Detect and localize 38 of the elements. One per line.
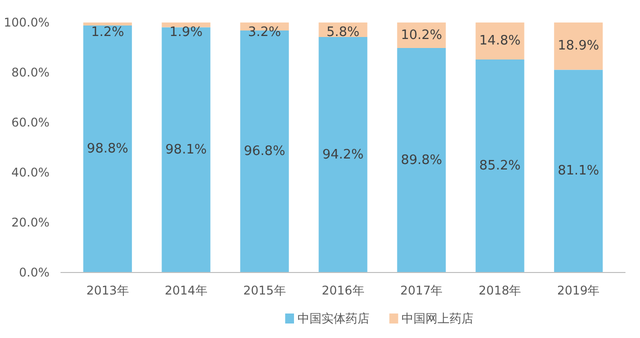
data-label: 94.2% — [322, 147, 364, 162]
bar — [162, 22, 210, 28]
bar — [476, 22, 524, 60]
y-tick-label: 80.0% — [11, 66, 50, 80]
data-label: 10.2% — [400, 28, 442, 43]
y-tick-label: 60.0% — [11, 116, 50, 130]
y-tick-label: 20.0% — [11, 216, 50, 230]
data-label: 85.2% — [479, 158, 521, 174]
legend-label: 中国实体药店 — [298, 312, 370, 326]
y-tick-label: 40.0% — [11, 166, 50, 180]
bar — [397, 48, 446, 272]
x-tick-label: 2014年 — [164, 284, 208, 298]
data-label: 14.8% — [479, 34, 521, 48]
x-tick-label: 2016年 — [322, 284, 364, 298]
bar — [554, 70, 603, 272]
bar — [162, 27, 210, 272]
x-tick-label: 2015年 — [243, 284, 286, 298]
data-label: 1.2% — [91, 25, 124, 40]
bar — [83, 22, 132, 26]
data-label: 98.1% — [165, 142, 207, 158]
bar — [318, 37, 368, 272]
data-label: 5.8% — [326, 25, 360, 40]
bar — [554, 22, 603, 70]
bar — [476, 60, 524, 272]
x-tick-label: 2018年 — [478, 284, 522, 298]
data-label: 98.8% — [86, 142, 128, 156]
x-tick-label: 2017年 — [400, 284, 443, 298]
data-label: 96.8% — [244, 144, 286, 159]
y-tick-label: 0.0% — [19, 266, 50, 280]
x-tick-label: 2013年 — [86, 284, 129, 298]
data-label: 81.1% — [558, 164, 600, 179]
bar — [83, 26, 132, 272]
data-label: 89.8% — [400, 152, 442, 168]
x-tick-label: 2019年 — [557, 284, 600, 298]
legend-label: 中国网上药店 — [402, 312, 474, 326]
data-label: 1.9% — [170, 25, 203, 40]
data-label: 18.9% — [558, 38, 600, 54]
y-tick-label: 100.0% — [4, 16, 50, 30]
